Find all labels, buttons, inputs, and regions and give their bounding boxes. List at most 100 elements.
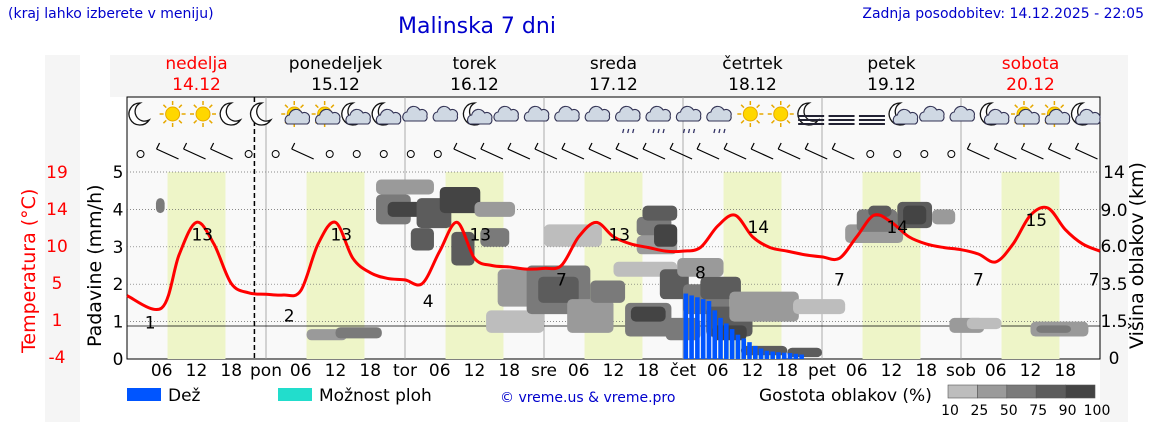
rain-drop: [718, 128, 721, 134]
page-title: Malinska 7 dni: [398, 14, 556, 39]
temperature-line: [126, 205, 1101, 311]
moon-cloud-icon: [1071, 102, 1101, 126]
barb-shaft: [615, 148, 639, 160]
cloud-cell: [740, 345, 788, 356]
x-tick-label: čet: [670, 361, 697, 381]
barb-feather: [210, 142, 215, 150]
cloud-cell: [567, 299, 614, 333]
barb-shaft: [588, 148, 612, 160]
weather-icon-row: [128, 101, 1101, 134]
barb-feather: [507, 142, 512, 150]
wind-calm-icon: [136, 150, 145, 158]
rain-drop: [652, 128, 655, 134]
cloud-shape: [345, 108, 371, 125]
rain-drop: [627, 128, 630, 134]
sun-ray: [1060, 104, 1065, 109]
cloud-shape: [1075, 108, 1101, 125]
x-tick-label: 18: [220, 361, 242, 381]
cloud-shape: [983, 108, 1010, 125]
day-date: 20.12: [1006, 75, 1055, 95]
wind-barb-icon: [453, 142, 477, 160]
barb-feather: [831, 142, 836, 150]
cloud-axis-title: Višina oblakov (km): [1126, 162, 1148, 349]
precip-tick-label: 1: [113, 313, 124, 333]
cloud-cell: [654, 224, 678, 247]
cloud-tick-label: 14: [1103, 163, 1125, 183]
temp-data-label: 13: [191, 225, 213, 245]
day-date: 17.12: [589, 75, 638, 95]
cloud-shape: [615, 105, 641, 122]
barb-feather: [183, 142, 188, 150]
temp-data-label: 7: [834, 271, 845, 291]
barb-feather: [1074, 142, 1080, 150]
x-tick-label: 18: [637, 361, 659, 381]
wind-barb-icon: [561, 142, 585, 160]
precip-tick-label: 5: [113, 163, 124, 183]
rain-bar: [683, 293, 689, 359]
cloud-shape: [706, 105, 732, 122]
precip-axis-title: Padavine (mm/h): [84, 184, 106, 347]
rain-bar: [776, 352, 781, 359]
barb-feather: [480, 142, 485, 150]
temp-data-label: 14: [747, 218, 769, 238]
sun-ray: [208, 104, 213, 109]
cloud-cell: [376, 179, 434, 195]
sun-ray: [314, 104, 319, 109]
cloud-cell: [630, 306, 666, 322]
sun-disc: [742, 106, 758, 122]
barb-feather: [777, 142, 782, 150]
cloud-shape: [919, 105, 945, 122]
sun-cloud-icon: [1041, 101, 1071, 127]
x-tick-label: 18: [498, 361, 520, 381]
barb-feather: [993, 142, 998, 150]
rain-bar: [799, 354, 804, 359]
density-swatch: [1006, 384, 1037, 399]
cloud-icon: [919, 105, 945, 122]
barb-shaft: [723, 148, 747, 160]
cloud-tick-label: 9.0: [1100, 201, 1127, 221]
wind-barb-icon: [831, 142, 855, 160]
density-scale-label: 50: [1000, 403, 1018, 419]
rain-drop: [682, 128, 686, 134]
barb-shaft: [777, 148, 801, 160]
x-tick-label: 06: [429, 361, 451, 381]
barb-shaft: [453, 148, 477, 160]
rain-bar: [706, 301, 712, 359]
temp-tick-label: 14: [46, 200, 68, 220]
barb-feather: [453, 142, 458, 150]
x-tick-label: sre: [531, 361, 557, 381]
cloud-cell: [486, 310, 544, 333]
rain-bar: [729, 329, 735, 359]
x-tick-label: 12: [603, 361, 625, 381]
credit-link: © vreme.us & vreme.pro: [500, 390, 675, 406]
barb-feather: [804, 142, 809, 150]
cloud-cell: [787, 347, 822, 358]
sun-ray: [786, 119, 791, 124]
sun-ray: [1014, 104, 1019, 109]
moon-shape: [219, 102, 243, 126]
sun-disc: [165, 106, 181, 122]
barb-shaft: [156, 148, 179, 160]
cloud-cell: [335, 327, 382, 339]
sun-ray: [1044, 104, 1049, 109]
cloud-cell: [480, 228, 510, 247]
sun-cloud-icon: [311, 101, 341, 127]
cloud-cell: [659, 269, 689, 300]
temp-data-label: 4: [423, 292, 434, 312]
temp-data-label: 2: [284, 306, 295, 326]
moon-shape: [128, 102, 152, 126]
x-tick-label: sob: [946, 361, 976, 381]
sun-ray: [284, 104, 289, 109]
density-swatch: [977, 384, 1008, 399]
x-tick-label: 18: [1054, 361, 1076, 381]
cloud-icon: [432, 105, 459, 122]
moon-fog-icon: [797, 102, 825, 126]
sun-cloud-icon: [1010, 101, 1040, 127]
sun-ray: [786, 104, 791, 109]
x-tick-label: 12: [1020, 361, 1042, 381]
cloud-tick-label: 1.5: [1100, 312, 1127, 332]
sun-cloud-icon: [281, 101, 311, 127]
barb-shaft: [750, 148, 774, 160]
moon-shape: [250, 102, 273, 126]
